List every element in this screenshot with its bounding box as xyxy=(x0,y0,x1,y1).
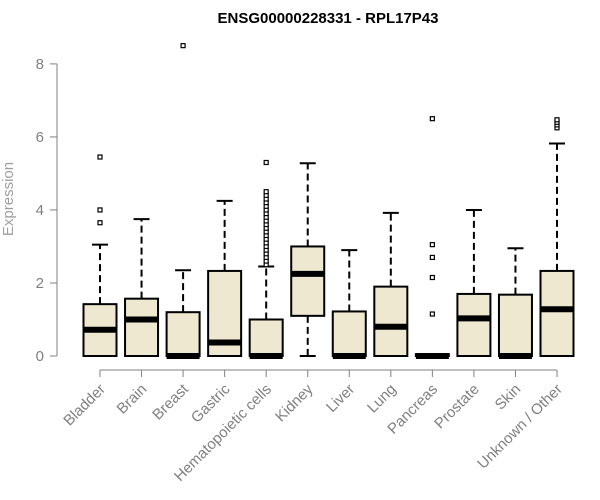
box-iqr xyxy=(497,293,533,357)
x-tick-label: Kidney xyxy=(272,380,317,425)
outlier-point xyxy=(429,116,435,122)
box-iqr xyxy=(539,269,575,358)
outlier-point xyxy=(263,159,269,166)
box-breast xyxy=(165,43,201,359)
box-iqr xyxy=(248,318,284,357)
box-pancreas xyxy=(414,116,450,359)
box-lung xyxy=(373,211,409,357)
box-iqr xyxy=(331,310,367,357)
box-iqr xyxy=(290,245,326,317)
outlier-point xyxy=(263,189,269,195)
x-tick-label: Brain xyxy=(114,381,151,418)
box-gastric xyxy=(207,199,243,358)
outlier-point xyxy=(97,154,103,160)
box-skin xyxy=(497,247,533,359)
chart-title: ENSG00000228331 - RPL17P43 xyxy=(218,10,439,27)
x-tick-label: Skin xyxy=(492,381,525,414)
outlier-point xyxy=(429,254,435,261)
box-bladder xyxy=(82,154,118,358)
box-kidney xyxy=(290,162,326,357)
box-liver xyxy=(331,249,367,359)
y-tick-label: 8 xyxy=(36,56,44,73)
boxes xyxy=(82,43,575,359)
x-tick-label: Bladder xyxy=(60,381,109,430)
outlier-point xyxy=(429,242,435,248)
y-tick-label: 2 xyxy=(36,275,44,292)
box-hematopoietic-cells xyxy=(248,159,284,359)
outlier-point xyxy=(180,43,186,49)
box-iqr xyxy=(165,311,201,357)
outlier-point xyxy=(97,207,103,213)
y-tick-label: 6 xyxy=(36,129,44,146)
x-tick-label: Liver xyxy=(323,381,358,416)
x-tick-label: Breast xyxy=(149,380,192,423)
outlier-point xyxy=(429,274,435,281)
x-tick-label: Prostate xyxy=(431,381,483,433)
box-prostate xyxy=(456,208,492,358)
y-tick-label: 0 xyxy=(36,348,44,365)
y-axis-label: Expression xyxy=(0,162,17,236)
outlier-point xyxy=(554,117,560,123)
box-iqr xyxy=(124,297,160,358)
outlier-point xyxy=(429,311,435,317)
x-tick-label: Lung xyxy=(364,381,400,417)
box-unknown-other xyxy=(539,117,575,358)
outlier-point xyxy=(97,220,103,226)
y-axis: 0 2 4 6 8 xyxy=(36,56,58,365)
box-iqr xyxy=(456,292,492,358)
box-brain xyxy=(124,218,160,358)
y-tick-label: 4 xyxy=(36,202,44,219)
box-iqr xyxy=(373,285,409,357)
